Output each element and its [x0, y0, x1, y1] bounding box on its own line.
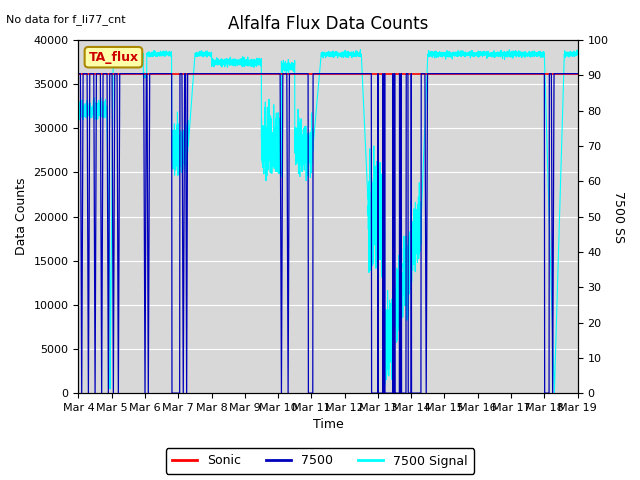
Text: TA_flux: TA_flux [88, 51, 138, 64]
Title: Alfalfa Flux Data Counts: Alfalfa Flux Data Counts [228, 15, 428, 33]
Text: No data for f_li77_cnt: No data for f_li77_cnt [6, 14, 126, 25]
Y-axis label: Data Counts: Data Counts [15, 178, 28, 255]
X-axis label: Time: Time [312, 419, 344, 432]
Y-axis label: 7500 SS: 7500 SS [612, 191, 625, 242]
Legend: Sonic, 7500, 7500 Signal: Sonic, 7500, 7500 Signal [166, 448, 474, 474]
